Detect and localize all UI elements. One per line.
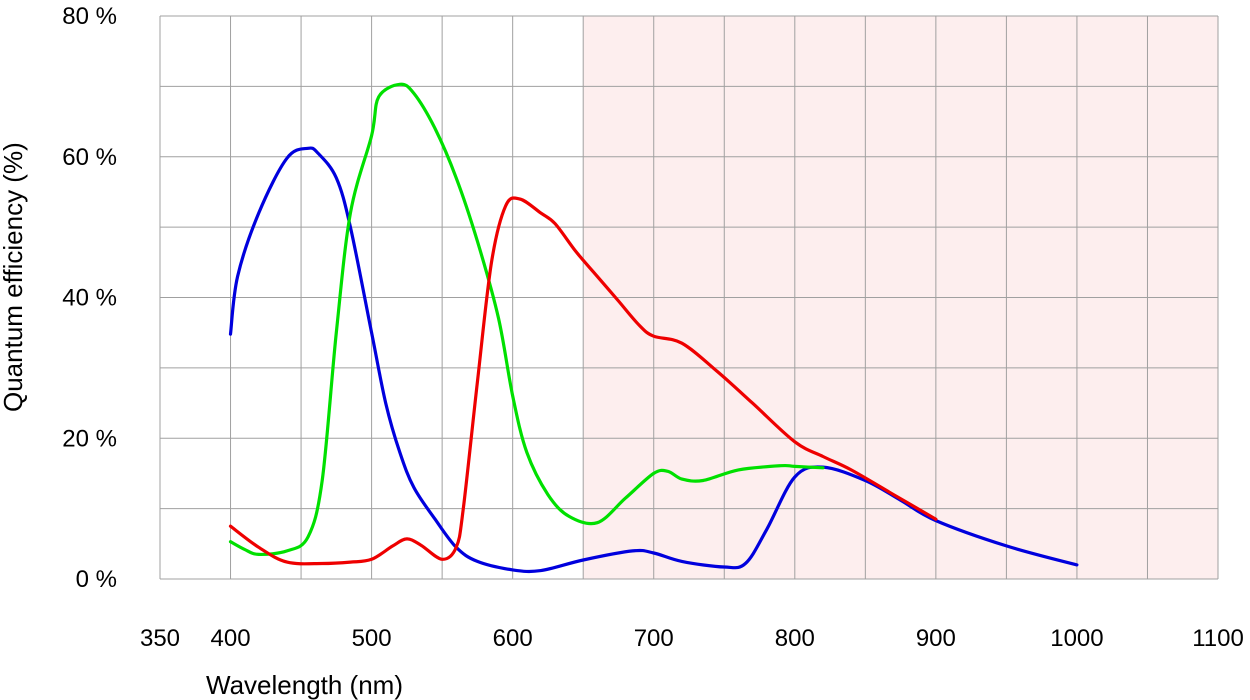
x-tick-label: 1100 — [1192, 625, 1244, 652]
x-axis-label: Wavelength (nm) — [206, 670, 403, 700]
x-tick-label: 350 — [140, 625, 180, 652]
y-tick-label: 20 % — [62, 425, 117, 452]
y-tick-label: 0 % — [76, 566, 117, 593]
y-tick-label: 60 % — [62, 144, 117, 171]
y-tick-labels: 0 % 20 % 40 % 60 % 80 % — [62, 3, 117, 593]
grid — [159, 15, 1219, 580]
series-line-3 — [228, 196, 938, 566]
series-layer — [228, 82, 1079, 574]
x-tick-label: 600 — [493, 625, 533, 652]
x-tick-label: 500 — [352, 625, 392, 652]
x-tick-label: 900 — [916, 625, 956, 652]
y-tick-label: 80 % — [62, 3, 117, 30]
y-tick-label: 40 % — [62, 285, 117, 312]
x-tick-label: 1000 — [1050, 625, 1103, 652]
x-tick-label: 700 — [634, 625, 674, 652]
x-tick-labels: 350 400 500 600 700 800 900 1000 1100 — [140, 625, 1244, 652]
x-tick-label: 400 — [211, 625, 251, 652]
x-tick-label: 800 — [775, 625, 815, 652]
y-axis-label: Quantum efficiency (%) — [0, 142, 28, 412]
series-line-2 — [228, 82, 825, 557]
